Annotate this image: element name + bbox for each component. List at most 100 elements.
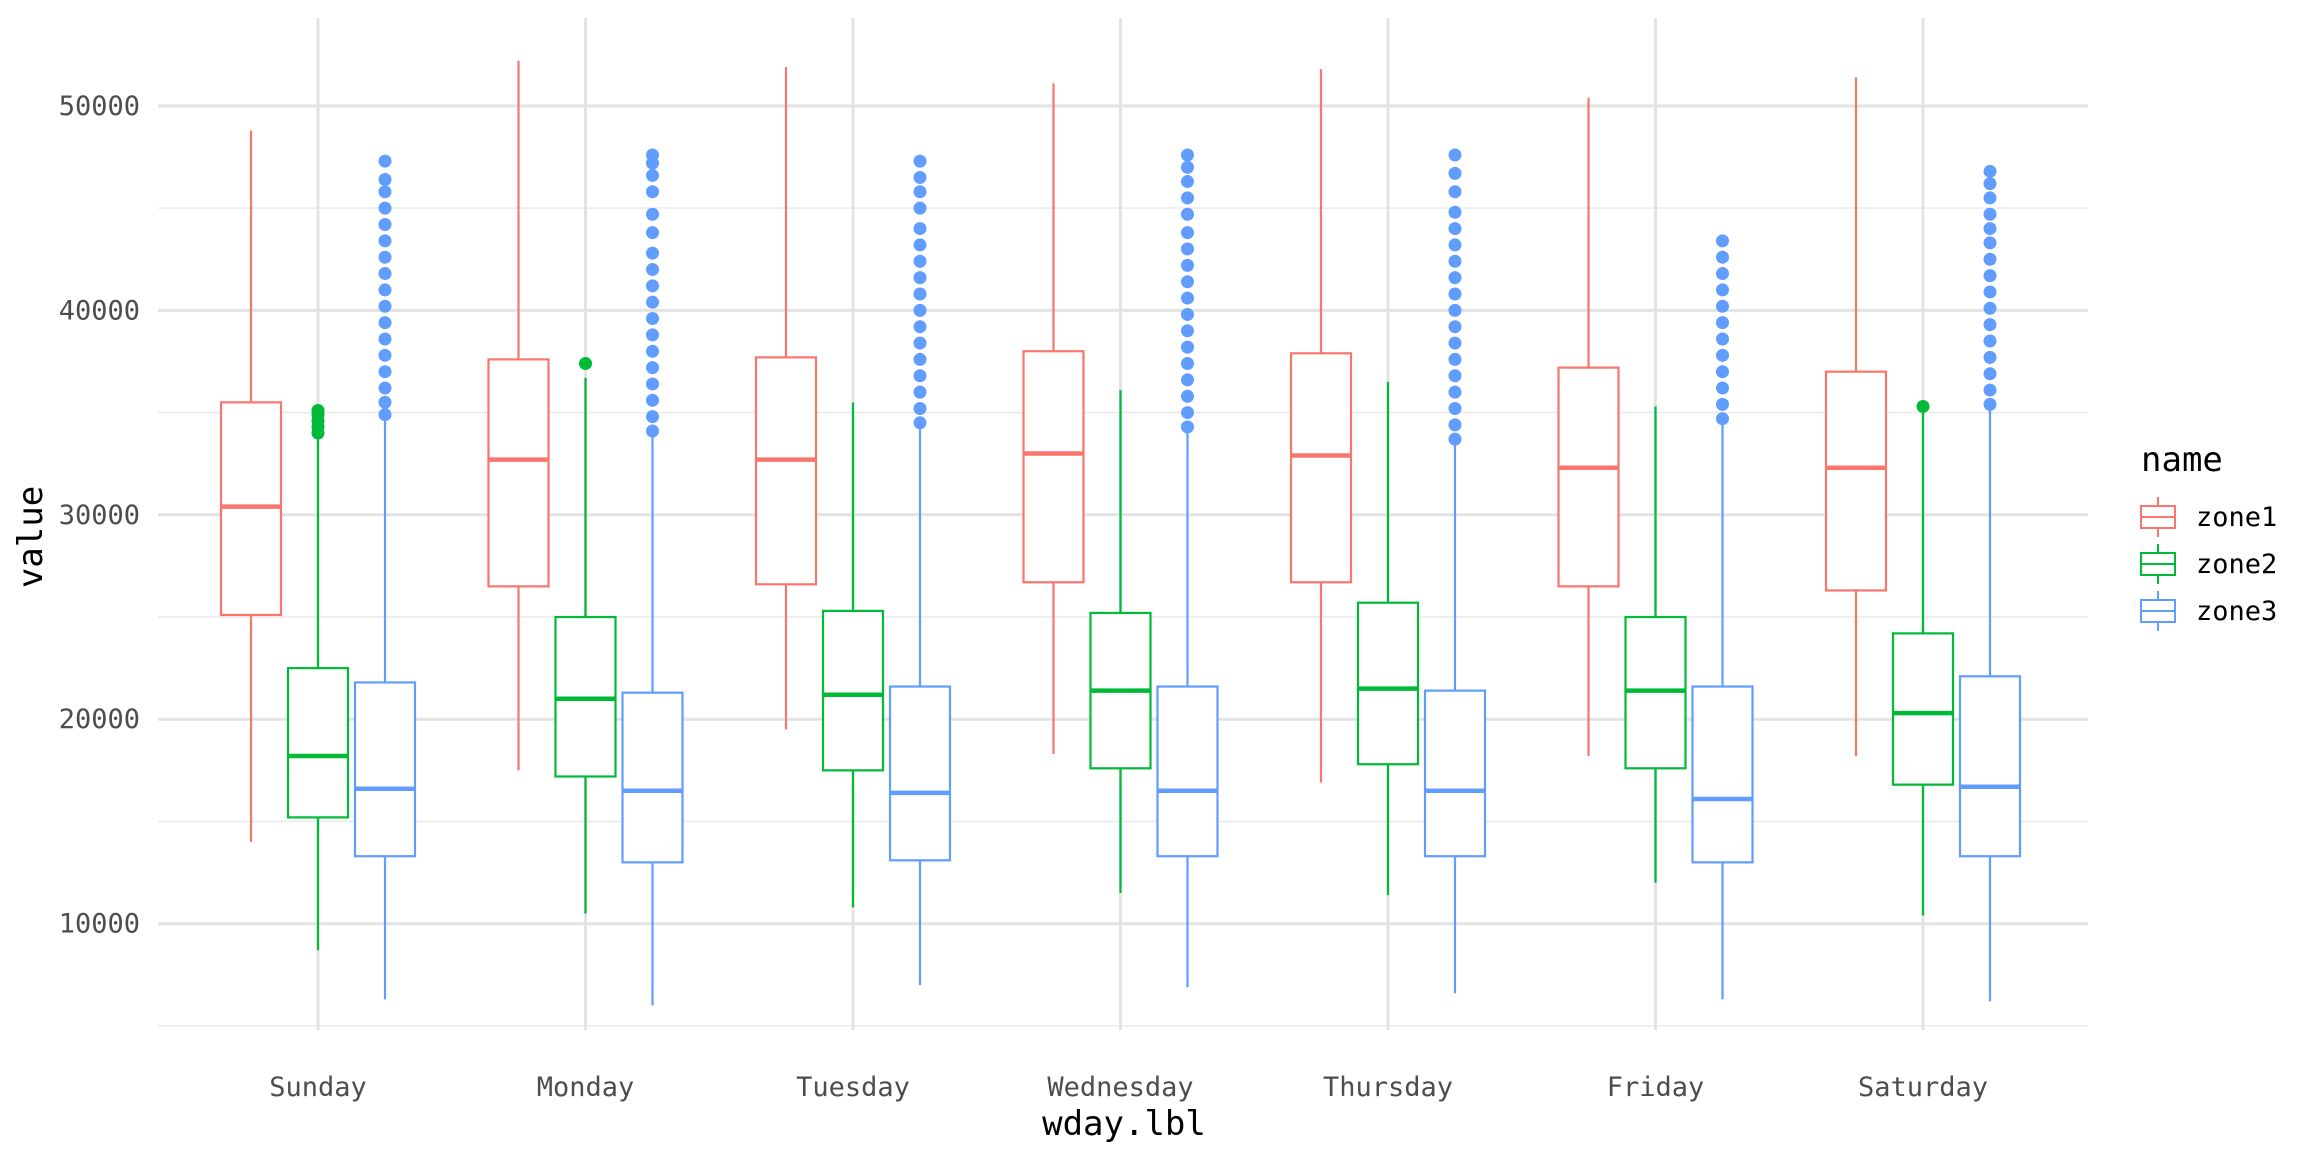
y-tick-label: 20000	[59, 704, 140, 735]
outlier-point	[1181, 226, 1194, 240]
outlier-point	[1983, 164, 1997, 178]
outlier-point	[913, 238, 927, 252]
outlier-point	[378, 316, 392, 330]
outlier-point	[1983, 301, 1997, 315]
box-body	[888, 685, 952, 862]
outlier-point	[1716, 365, 1729, 379]
outlier-point	[1448, 222, 1462, 236]
legend-keys: zone1 zone2 zone3	[2140, 497, 2277, 631]
outlier-point	[1448, 238, 1462, 252]
outlier-point	[1716, 412, 1729, 426]
outlier-point	[1448, 385, 1462, 399]
outlier-point	[1448, 148, 1462, 162]
outlier-point	[646, 185, 659, 199]
outlier-point	[913, 254, 927, 268]
outlier-point	[1181, 291, 1194, 305]
outlier-point	[311, 404, 325, 418]
box-zone3-saturday	[1958, 164, 2022, 1002]
box-zone3-monday	[621, 148, 684, 1006]
box-zone3-tuesday	[888, 154, 952, 986]
outlier-point	[1448, 205, 1462, 219]
x-axis-tick-labels: Sunday Monday Tuesday Wednesday Thursday Frid…	[269, 1072, 1988, 1103]
outlier-point	[913, 336, 927, 350]
grid-major	[158, 18, 2088, 1030]
outlier-point	[1181, 340, 1194, 354]
outlier-point	[1448, 254, 1462, 268]
outlier-point	[1448, 166, 1462, 180]
outlier-point	[1716, 283, 1729, 297]
x-tick-label: Wednesday	[1047, 1072, 1193, 1103]
outlier-point	[913, 170, 927, 184]
box-body	[821, 609, 885, 772]
box-body	[286, 667, 350, 819]
box-zone3-wednesday	[1156, 148, 1219, 988]
outlier-point	[646, 424, 659, 438]
outlier-point	[1448, 303, 1462, 317]
outlier-point	[1716, 332, 1729, 346]
outlier-point	[913, 416, 927, 430]
legend-title: name	[2141, 440, 2223, 480]
y-tick-label: 10000	[59, 909, 140, 940]
outlier-point	[913, 352, 927, 366]
outlier-point	[646, 377, 659, 391]
outlier-point	[646, 312, 659, 326]
box-body	[1022, 350, 1085, 584]
legend-label: zone1	[2196, 502, 2277, 533]
y-tick-label: 50000	[59, 91, 140, 122]
outlier-point	[1448, 287, 1462, 301]
outlier-point	[913, 401, 927, 415]
outlier-point	[378, 348, 392, 362]
box-zone1-friday	[1557, 97, 1620, 757]
outlier-point	[646, 207, 659, 221]
outlier-point	[378, 283, 392, 297]
outlier-point	[646, 393, 659, 407]
outlier-point	[579, 357, 592, 371]
outlier-point	[646, 148, 659, 162]
outlier-point	[913, 271, 927, 285]
box-zone1-sunday	[219, 130, 283, 842]
box-zone3-thursday	[1423, 148, 1487, 994]
outlier-point	[378, 173, 392, 187]
outlier-point	[1716, 267, 1729, 281]
outlier-point	[1448, 320, 1462, 334]
outlier-point	[1983, 222, 1997, 236]
legend-key-zone2: zone2	[2140, 544, 2277, 584]
box-body	[487, 358, 550, 588]
outlier-point	[1983, 252, 1997, 266]
box-body	[1691, 685, 1754, 864]
box-body	[1824, 370, 1888, 592]
outlier-point	[1181, 242, 1194, 256]
box-zone2-tuesday	[821, 402, 885, 908]
outlier-point	[1448, 352, 1462, 366]
outlier-point	[378, 299, 392, 313]
legend-label: zone2	[2196, 549, 2277, 580]
outlier-point	[1181, 389, 1194, 403]
x-tick-label: Tuesday	[796, 1072, 910, 1103]
legend-key-zone3: zone3	[2140, 591, 2277, 631]
outlier-point	[378, 201, 392, 215]
legend: name zone1 zone2 zone3	[2140, 440, 2277, 631]
box-body	[1356, 601, 1420, 766]
box-body	[1958, 675, 2022, 858]
x-tick-label: Friday	[1607, 1072, 1705, 1103]
box-zone1-wednesday	[1022, 83, 1085, 754]
x-axis-title: wday.lbl	[1042, 1104, 1206, 1144]
box-zone2-monday	[554, 357, 617, 914]
outlier-point	[913, 185, 927, 199]
box-zone3-friday	[1691, 234, 1754, 1000]
outlier-point	[1181, 373, 1194, 387]
outlier-point	[1181, 275, 1194, 289]
outlier-point	[646, 168, 659, 182]
outlier-point	[378, 217, 392, 231]
outlier-point	[646, 361, 659, 375]
outlier-point	[378, 395, 392, 409]
outlier-point	[913, 369, 927, 383]
outlier-point	[646, 226, 659, 240]
outlier-point	[1716, 299, 1729, 313]
box-zone1-monday	[487, 60, 550, 771]
x-tick-label: Saturday	[1858, 1072, 1988, 1103]
outlier-point	[913, 201, 927, 215]
outlier-point	[1716, 234, 1729, 248]
y-axis-tick-labels: 10000 20000 30000 40000 50000	[59, 91, 140, 940]
